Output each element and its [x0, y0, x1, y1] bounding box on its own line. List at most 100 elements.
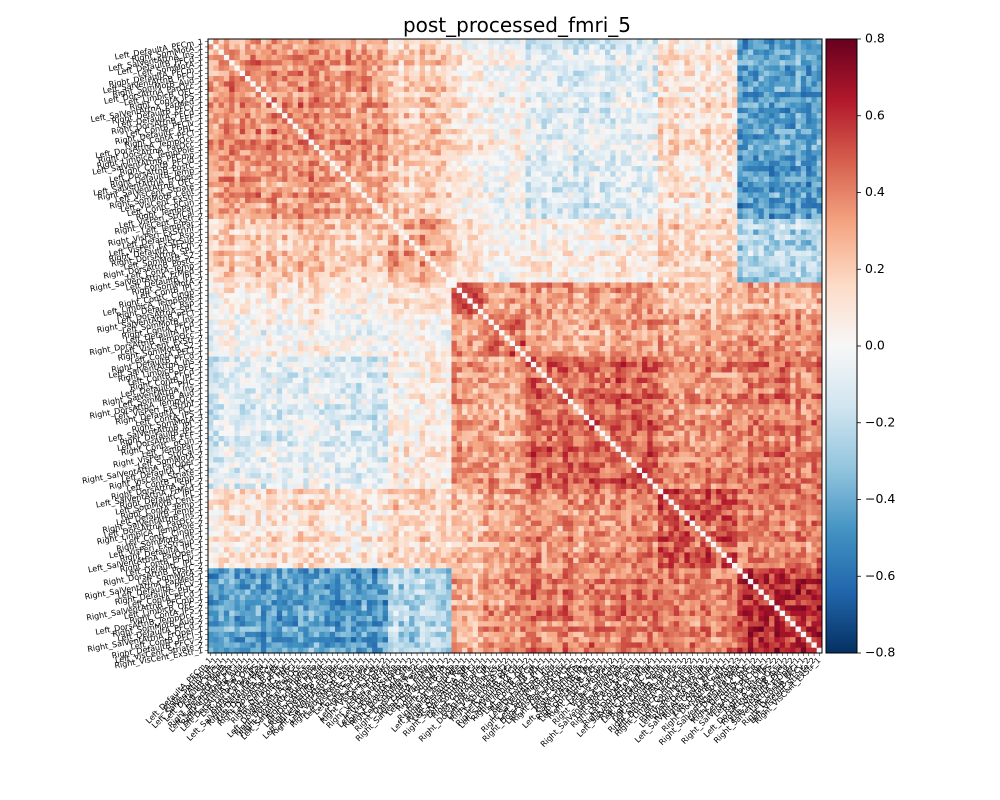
heatmap-cell	[329, 70, 336, 77]
heatmap-cell	[546, 213, 553, 220]
heatmap-cell	[567, 76, 574, 82]
heatmap-cell	[435, 256, 442, 262]
heatmap-cell	[382, 39, 389, 45]
heatmap-cell	[626, 102, 632, 109]
heatmap-cell	[758, 218, 765, 225]
heatmap-cell	[271, 44, 278, 50]
heatmap-cell	[763, 113, 770, 119]
heatmap-cell	[403, 234, 410, 241]
heatmap-cell	[493, 155, 500, 162]
heatmap-cell	[753, 176, 759, 183]
heatmap-cell	[774, 197, 781, 204]
heatmap-cell	[710, 213, 717, 220]
heatmap-cell	[218, 76, 225, 82]
heatmap-cell	[795, 70, 802, 77]
heatmap-cell	[753, 139, 759, 146]
heatmap-cell	[790, 160, 796, 167]
heatmap-cell	[689, 256, 696, 262]
heatmap-cell	[287, 261, 294, 268]
heatmap-cell	[668, 187, 675, 193]
heatmap-cell	[642, 160, 648, 167]
heatmap-cell	[250, 213, 257, 220]
heatmap-cell	[520, 213, 526, 220]
heatmap-cell	[245, 118, 251, 125]
heatmap-cell	[446, 160, 452, 167]
heatmap-cell	[578, 245, 585, 252]
heatmap-cell	[562, 139, 569, 146]
heatmap-cell	[377, 176, 384, 183]
heatmap-cell	[472, 123, 479, 130]
heatmap-cell	[599, 134, 606, 140]
heatmap-cell	[557, 70, 564, 77]
heatmap-cell	[234, 60, 241, 66]
heatmap-cell	[282, 102, 288, 109]
heatmap-cell	[594, 261, 601, 268]
heatmap-cell	[784, 213, 791, 220]
heatmap-cell	[779, 150, 786, 156]
heatmap-cell	[610, 139, 616, 146]
heatmap-cell	[816, 213, 823, 220]
heatmap-cell	[430, 86, 437, 93]
heatmap-cell	[610, 76, 616, 82]
heatmap-cell	[488, 234, 495, 241]
heatmap-cell	[726, 123, 733, 130]
heatmap-cell	[472, 218, 479, 225]
heatmap-cell	[493, 240, 500, 246]
heatmap-cell	[567, 160, 574, 167]
heatmap-cell	[541, 176, 548, 183]
heatmap-cell	[229, 155, 235, 162]
heatmap-cell	[266, 107, 272, 114]
heatmap-cell	[610, 118, 616, 125]
heatmap-cell	[583, 150, 590, 156]
heatmap-cell	[335, 76, 341, 82]
heatmap-cell	[636, 60, 643, 66]
heatmap-cell	[737, 171, 744, 178]
heatmap-cell	[636, 134, 643, 140]
heatmap-cell	[282, 245, 288, 252]
heatmap-cell	[493, 197, 500, 204]
heatmap-cell	[536, 76, 542, 82]
heatmap-cell	[435, 107, 442, 114]
heatmap-cell	[694, 123, 701, 130]
heatmap-cell	[319, 250, 325, 257]
heatmap-cell	[689, 76, 696, 82]
heatmap-cell	[467, 123, 474, 130]
heatmap-cell	[372, 107, 378, 114]
heatmap-cell	[271, 49, 278, 56]
heatmap-cell	[297, 97, 304, 103]
heatmap-cell	[758, 107, 765, 114]
heatmap-cell	[340, 250, 347, 257]
heatmap-cell	[747, 218, 754, 225]
heatmap-cell	[509, 176, 516, 183]
heatmap-cell	[446, 70, 452, 77]
heatmap-cell	[779, 49, 786, 56]
heatmap-cell	[747, 171, 754, 178]
heatmap-cell	[816, 139, 823, 146]
heatmap-cell	[652, 113, 659, 119]
heatmap-cell	[615, 218, 622, 225]
heatmap-cell	[816, 176, 823, 183]
heatmap-cell	[710, 97, 717, 103]
heatmap-cell	[567, 176, 574, 183]
heatmap-cell	[758, 39, 765, 45]
heatmap-cell	[610, 166, 616, 172]
heatmap-cell	[594, 197, 601, 204]
heatmap-cell	[213, 118, 219, 125]
heatmap-cell	[620, 150, 627, 156]
heatmap-cell	[689, 187, 696, 193]
heatmap-cell	[604, 187, 611, 193]
heatmap-cell	[387, 250, 394, 257]
heatmap-cell	[763, 70, 770, 77]
heatmap-cell	[430, 208, 437, 215]
heatmap-cell	[313, 118, 320, 125]
heatmap-cell	[515, 218, 521, 225]
heatmap-cell	[297, 128, 304, 135]
heatmap-cell	[800, 49, 807, 56]
heatmap-cell	[297, 107, 304, 114]
heatmap-cell	[557, 229, 564, 236]
heatmap-cell	[509, 81, 516, 88]
heatmap-cell	[610, 70, 616, 77]
heatmap-cell	[398, 139, 405, 146]
heatmap-cell	[350, 44, 357, 50]
heatmap-cell	[626, 234, 632, 241]
